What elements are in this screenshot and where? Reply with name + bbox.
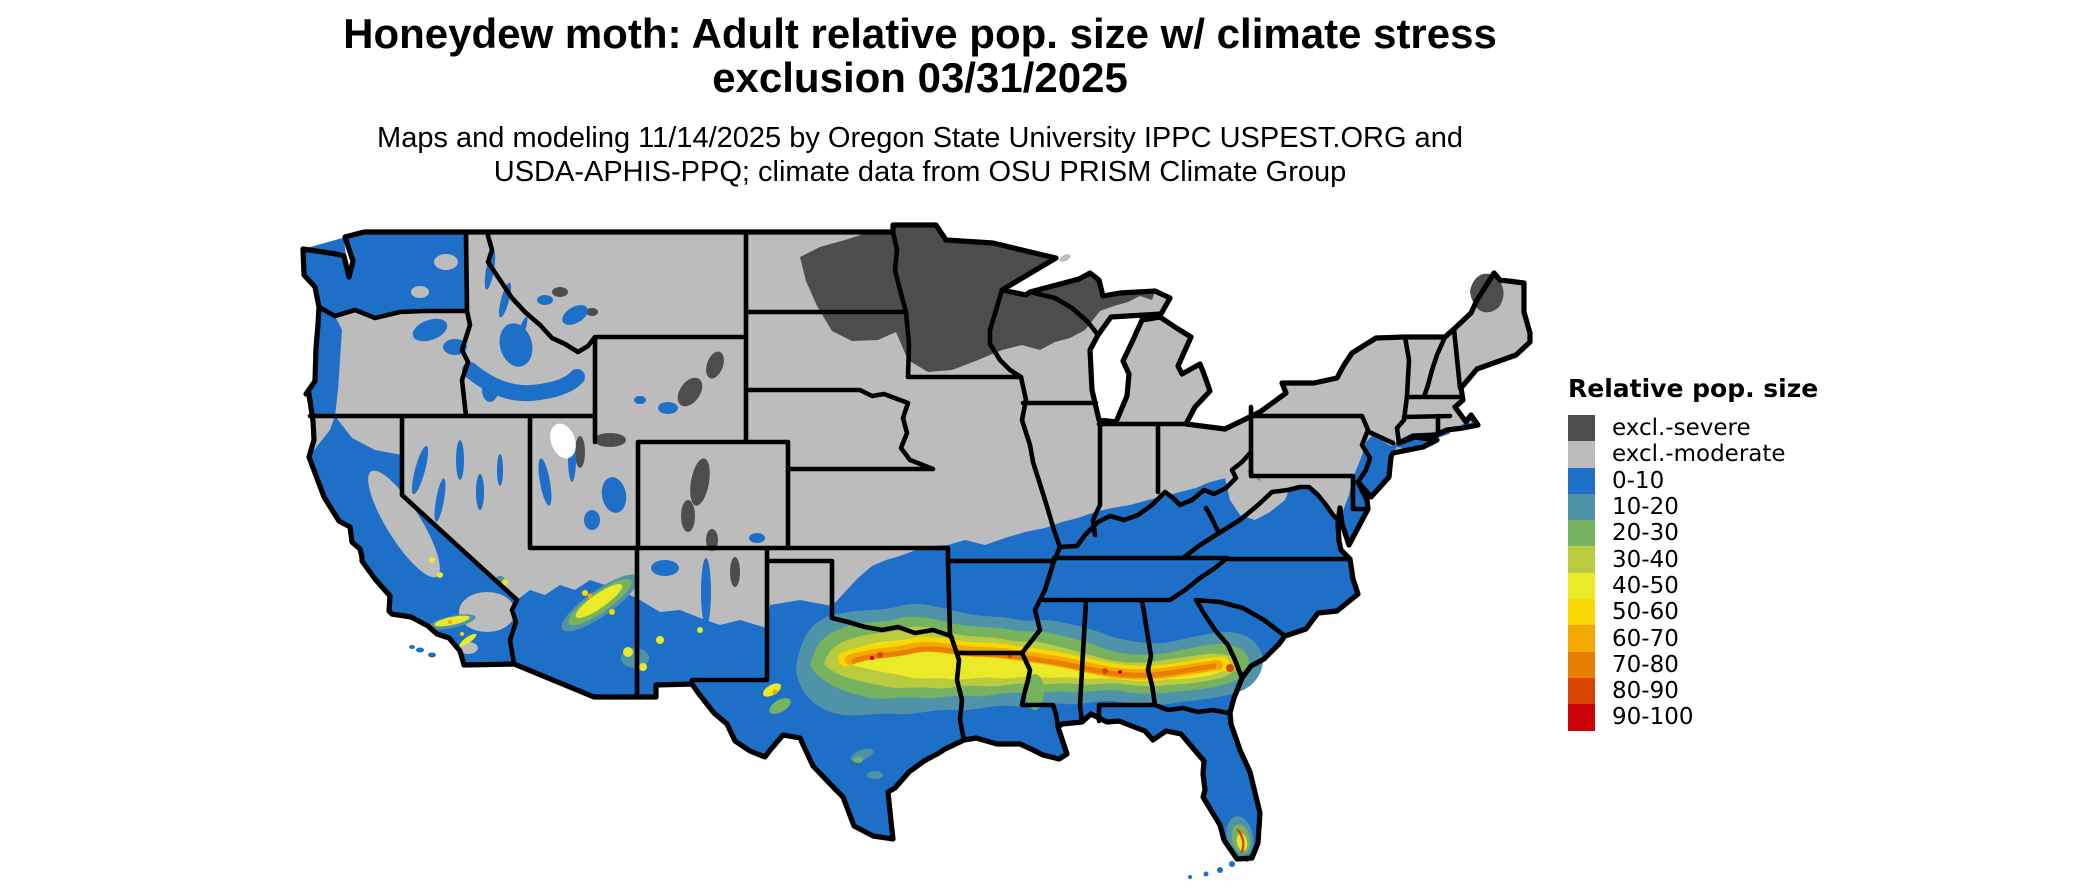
- legend-label: 40-50: [1612, 572, 1679, 599]
- legend-swatch: [1568, 467, 1595, 494]
- great-salt-lake: [550, 423, 576, 459]
- legend-label: excl.-moderate: [1612, 441, 1786, 468]
- legend-label: 60-70: [1612, 625, 1679, 652]
- legend-label: 30-40: [1612, 546, 1679, 573]
- legend-swatch: [1568, 415, 1595, 442]
- legend-label: 90-100: [1612, 704, 1694, 731]
- legend-swatch: [1568, 520, 1595, 547]
- map-region-excl-severe: [552, 225, 1504, 587]
- legend-label: 20-30: [1612, 520, 1679, 547]
- legend-label: 50-60: [1612, 599, 1679, 626]
- legend-label: 80-90: [1612, 678, 1679, 705]
- figure-subtitle-line1: Maps and modeling 11/14/2025 by Oregon S…: [377, 122, 1463, 155]
- legend-swatch: [1568, 651, 1595, 678]
- legend-label: excl.-severe: [1612, 415, 1751, 442]
- legend-label: 70-80: [1612, 651, 1679, 678]
- conus-outline: [300, 222, 1533, 862]
- legend-swatch: [1568, 546, 1595, 573]
- figure-title-line1: Honeydew moth: Adult relative pop. size …: [343, 10, 1497, 57]
- legend-item: 20-30: [1568, 520, 1818, 547]
- legend-label: 10-20: [1612, 494, 1679, 521]
- legend-item: 80-90: [1568, 677, 1818, 705]
- green-bay: [1090, 337, 1104, 355]
- map-region-excl-moderate-patches: [335, 254, 1290, 654]
- legend-items: excl.-severe excl.-moderate 0-10 10-20 2…: [1568, 415, 1818, 731]
- figure-subtitle-line2: USDA-APHIS-PPQ; climate data from OSU PR…: [493, 155, 1347, 188]
- map-legend: Relative pop. size excl.-severe excl.-mo…: [1568, 374, 1818, 731]
- figure-header: Honeydew moth: Adult relative pop. size …: [170, 10, 1670, 189]
- state-borders: [307, 229, 1464, 743]
- figure-title-line2: exclusion 03/31/2025: [712, 54, 1128, 102]
- legend-swatch: [1568, 441, 1595, 468]
- legend-item: 10-20: [1568, 493, 1818, 521]
- legend-swatch: [1568, 625, 1595, 652]
- figure-subtitle: Maps and modeling 11/14/2025 by Oregon S…: [170, 122, 1670, 189]
- legend-item: excl.-moderate: [1568, 441, 1818, 468]
- legend-title: Relative pop. size: [1568, 374, 1819, 403]
- legend-item: 50-60: [1568, 599, 1818, 626]
- legend-swatch: [1568, 572, 1595, 600]
- legend-item: 40-50: [1568, 572, 1818, 600]
- figure-title: Honeydew moth: Adult relative pop. size …: [170, 10, 1670, 102]
- legend-item: 90-100: [1568, 704, 1818, 731]
- legend-item: excl.-severe: [1568, 415, 1818, 442]
- legend-swatch: [1568, 493, 1595, 521]
- legend-swatch: [1568, 704, 1595, 731]
- legend-item: 0-10: [1568, 467, 1818, 494]
- legend-item: 30-40: [1568, 546, 1818, 573]
- legend-item: 60-70: [1568, 625, 1818, 652]
- legend-swatch: [1568, 599, 1595, 626]
- legend-item: 70-80: [1568, 651, 1818, 678]
- legend-label: 0-10: [1612, 467, 1665, 494]
- legend-swatch: [1568, 677, 1595, 705]
